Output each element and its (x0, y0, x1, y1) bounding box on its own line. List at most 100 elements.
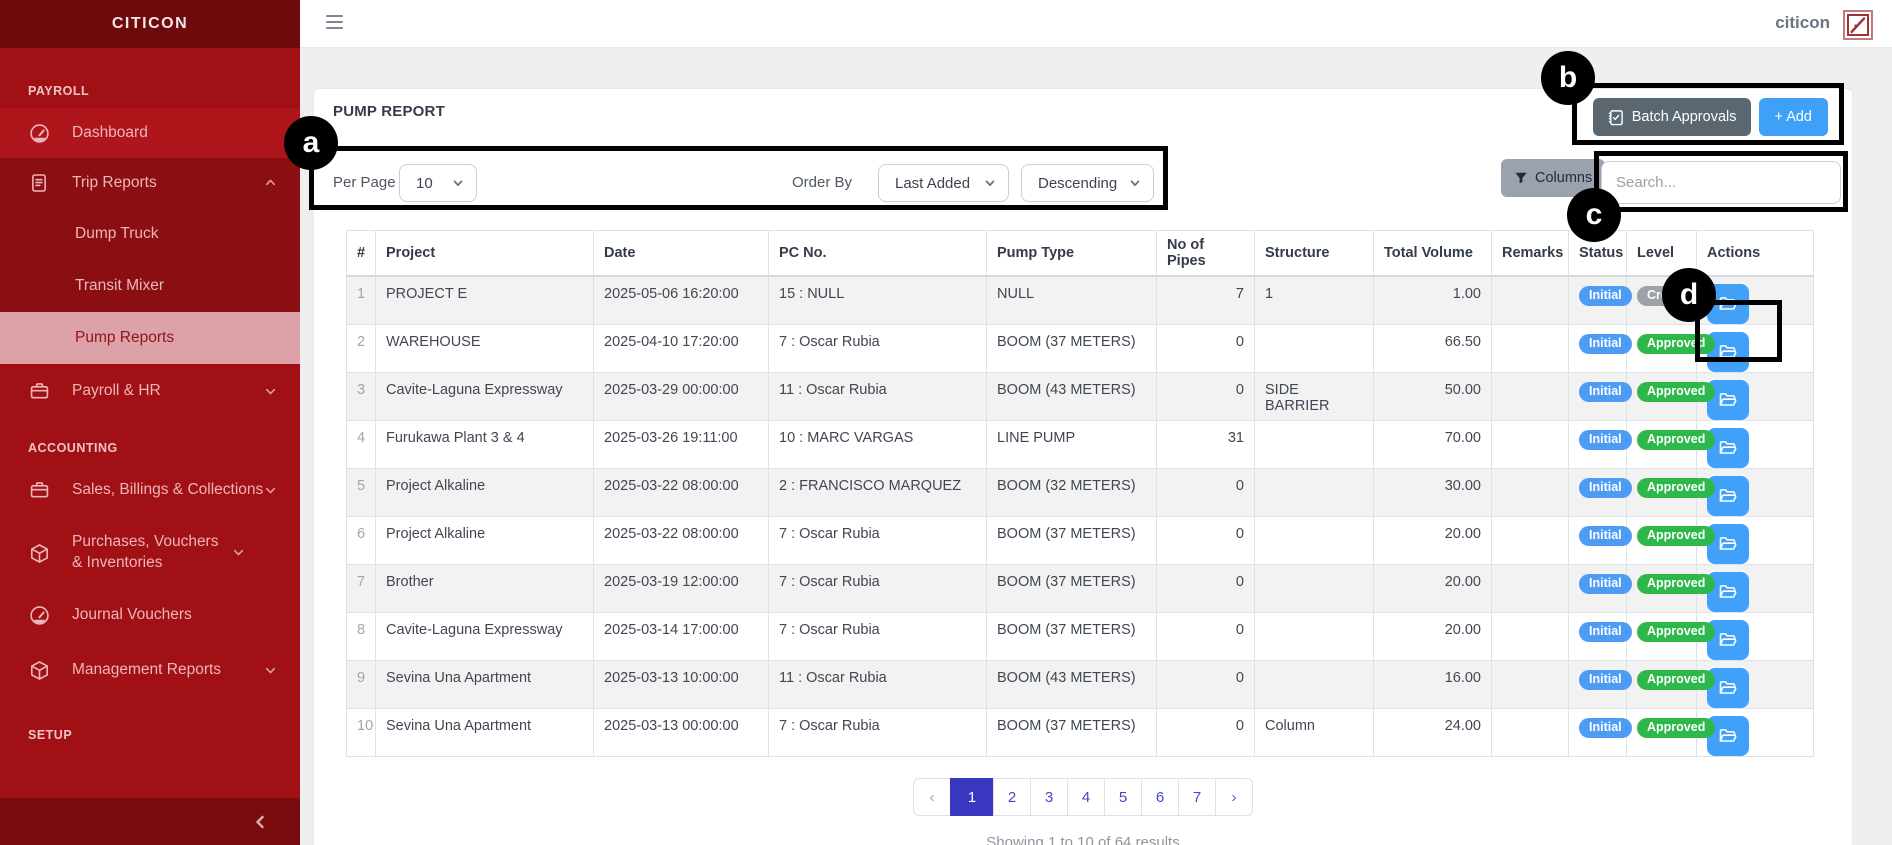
column-header-actions: Actions (1696, 230, 1814, 277)
pump-type-cell: BOOM (37 METERS) (986, 612, 1157, 661)
actions-cell (1696, 420, 1814, 469)
date-cell: 2025-05-06 16:20:00 (593, 275, 769, 325)
chevron-down-icon (264, 484, 278, 498)
pagination-page-2[interactable]: 2 (993, 778, 1031, 816)
sidebar-submenu-group: Trip Reports Dump Truck Transit Mixer Pump … (0, 158, 300, 364)
add-button[interactable]: + Add (1758, 98, 1828, 136)
results-summary: Showing 1 to 10 of 64 results (986, 834, 1180, 845)
sidebar-item-dump-truck[interactable]: Dump Truck (0, 208, 300, 260)
level-cell: Approved (1626, 468, 1716, 517)
pump-type-cell: BOOM (43 METERS) (986, 372, 1157, 421)
row-index: 8 (346, 612, 376, 661)
remarks-cell (1491, 660, 1569, 709)
pc-no-cell: 7 : Oscar Rubia (768, 516, 987, 565)
project-cell: WAREHOUSE (375, 324, 594, 373)
sidebar-item-label: Dashboard (72, 123, 148, 141)
level-badge: Approved (1637, 574, 1716, 594)
per-page-select[interactable]: 10 (399, 164, 477, 202)
order-by-select[interactable]: Last Added (878, 164, 1009, 202)
total-volume-cell: 70.00 (1373, 420, 1492, 469)
brand-name: CITICON (111, 15, 189, 32)
pagination: ‹ 1 2 3 4 5 6 7 › (314, 778, 1852, 816)
column-header-pump-type: Pump Type (986, 230, 1157, 277)
annotation-rect-b (1572, 83, 1844, 145)
citicon-logo-icon[interactable] (1842, 9, 1874, 41)
sidebar-item-dashboard[interactable]: Dashboard (0, 108, 300, 158)
pagination-page-3[interactable]: 3 (1030, 778, 1068, 816)
batch-approvals-label: Batch Approvals (1631, 109, 1737, 125)
chevron-down-icon (452, 177, 464, 189)
search-input[interactable] (1601, 161, 1841, 204)
project-cell: Furukawa Plant 3 & 4 (375, 420, 594, 469)
speedometer-icon (28, 605, 50, 627)
status-cell: Initial (1568, 708, 1632, 757)
pump-type-cell: BOOM (43 METERS) (986, 660, 1157, 709)
level-cell: Approved (1626, 564, 1716, 613)
sidebar-section-setup: SETUP (28, 728, 73, 742)
sidebar-item-transit-mixer[interactable]: Transit Mixer (0, 260, 300, 312)
column-header-level: Level (1626, 230, 1697, 277)
no-of-pipes-cell: 0 (1156, 372, 1255, 421)
pagination-page-1[interactable]: 1 (950, 778, 994, 816)
pagination-page-4[interactable]: 4 (1067, 778, 1105, 816)
table-row: 8 Cavite-Laguna Expressway 2025-03-14 17:0… (346, 612, 1814, 661)
sidebar-item-management-reports[interactable]: Management Reports (0, 643, 300, 698)
sidebar-item-label: Transit Mixer (75, 277, 164, 294)
column-header-no-of-pipes: No of Pipes (1156, 230, 1255, 277)
pagination-prev-button[interactable]: ‹ (913, 778, 951, 816)
no-of-pipes-cell: 0 (1156, 564, 1255, 613)
status-badge: Initial (1579, 286, 1632, 306)
total-volume-cell: 24.00 (1373, 708, 1492, 757)
hamburger-icon[interactable] (326, 15, 343, 29)
project-cell: PROJECT E (375, 275, 594, 325)
pagination-next-button[interactable]: › (1215, 778, 1253, 816)
pump-type-cell: BOOM (37 METERS) (986, 324, 1157, 373)
remarks-cell (1491, 275, 1569, 325)
sidebar: CITICON PAYROLL Dashboard Trip Reports Dump… (0, 0, 300, 845)
no-of-pipes-cell: 0 (1156, 660, 1255, 709)
sidebar-item-label: Dump Truck (75, 225, 159, 242)
sidebar-item-pump-reports[interactable]: Pump Reports (0, 312, 300, 364)
row-index: 2 (346, 324, 376, 373)
sidebar-collapse-button[interactable] (0, 798, 300, 845)
level-cell: Approved (1626, 420, 1716, 469)
actions-cell (1696, 468, 1814, 517)
annotation-circle-d: d (1662, 268, 1716, 322)
annotation-circle-b: b (1541, 51, 1595, 105)
chevron-down-icon (1129, 177, 1141, 189)
folder-open-icon (1718, 390, 1738, 410)
no-of-pipes-cell: 0 (1156, 708, 1255, 757)
no-of-pipes-cell: 7 (1156, 275, 1255, 325)
sidebar-nav: PAYROLL Dashboard Trip Reports Dump Truck Tr… (0, 84, 300, 742)
level-badge: Approved (1637, 670, 1716, 690)
actions-cell (1696, 612, 1814, 661)
date-cell: 2025-03-29 00:00:00 (593, 372, 769, 421)
pump-type-cell: LINE PUMP (986, 420, 1157, 469)
row-index: 4 (346, 420, 376, 469)
total-volume-cell: 16.00 (1373, 660, 1492, 709)
pc-no-cell: 7 : Oscar Rubia (768, 612, 987, 661)
pagination-page-6[interactable]: 6 (1141, 778, 1179, 816)
date-cell: 2025-03-22 08:00:00 (593, 468, 769, 517)
level-cell: Approved (1626, 708, 1716, 757)
sidebar-item-trip-reports[interactable]: Trip Reports (0, 158, 300, 208)
batch-approvals-button[interactable]: Batch Approvals (1592, 98, 1751, 136)
pagination-page-7[interactable]: 7 (1178, 778, 1216, 816)
sidebar-item-purchases-vouchers-inventories[interactable]: Purchases, Vouchers & Inventories (0, 518, 300, 588)
sidebar-item-journal-vouchers[interactable]: Journal Vouchers (0, 588, 300, 643)
order-direction-select[interactable]: Descending (1021, 164, 1155, 202)
status-cell: Initial (1568, 420, 1632, 469)
table-row: 2 WAREHOUSE 2025-04-10 17:20:00 7 : Oscar R… (346, 324, 1814, 373)
sidebar-item-sales-billings-collections[interactable]: Sales, Billings & Collections (0, 463, 300, 518)
actions-cell (1696, 324, 1814, 373)
project-cell: Sevina Una Apartment (375, 708, 594, 757)
briefcase-icon (28, 480, 50, 502)
pagination-page-5[interactable]: 5 (1104, 778, 1142, 816)
project-cell: Project Alkaline (375, 516, 594, 565)
sidebar-item-payroll-hr[interactable]: Payroll & HR (0, 364, 300, 419)
remarks-cell (1491, 420, 1569, 469)
status-badge: Initial (1579, 334, 1632, 354)
pump-type-cell: BOOM (37 METERS) (986, 516, 1157, 565)
sidebar-item-label: Management Reports (72, 661, 222, 679)
no-of-pipes-cell: 0 (1156, 468, 1255, 517)
